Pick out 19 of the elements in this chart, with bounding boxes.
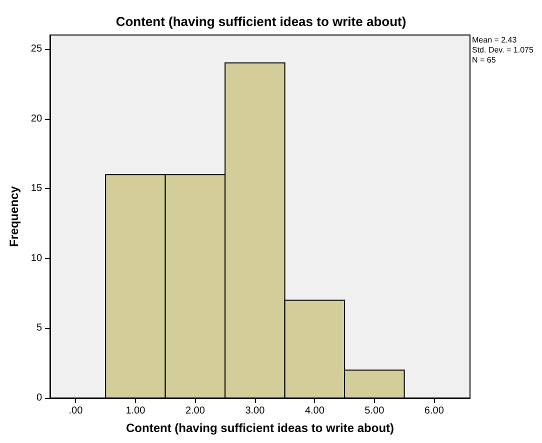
y-tick-label: 0	[36, 392, 42, 404]
text: Std. Dev. = 1.075	[472, 46, 534, 54]
chart-title: Content (having sufficient ideas to write about)	[116, 14, 406, 29]
x-axis-title: Content (having sufficient ideas to write about)	[126, 421, 394, 435]
x-tick-label: 6.00	[424, 406, 444, 416]
x-tick-label: .00	[68, 406, 84, 416]
y-tick-label: 10	[30, 252, 42, 264]
x-tick-label: 5.00	[364, 406, 385, 416]
x-tick-label: 3.00	[245, 406, 266, 416]
x-tick-label: 1.00	[126, 406, 146, 416]
text: Mean = 2.43	[472, 36, 518, 44]
text: N = 65	[472, 56, 496, 64]
y-tick-label: 20	[30, 113, 42, 124]
x-tick-label: 2.00	[185, 406, 206, 416]
y-tick-label: 25	[30, 43, 42, 54]
y-tick-label: 15	[30, 183, 42, 194]
y-axis-title: Frequency	[7, 186, 21, 247]
y-tick-label: 5	[36, 322, 42, 334]
x-tick-label: 4.00	[304, 406, 325, 416]
